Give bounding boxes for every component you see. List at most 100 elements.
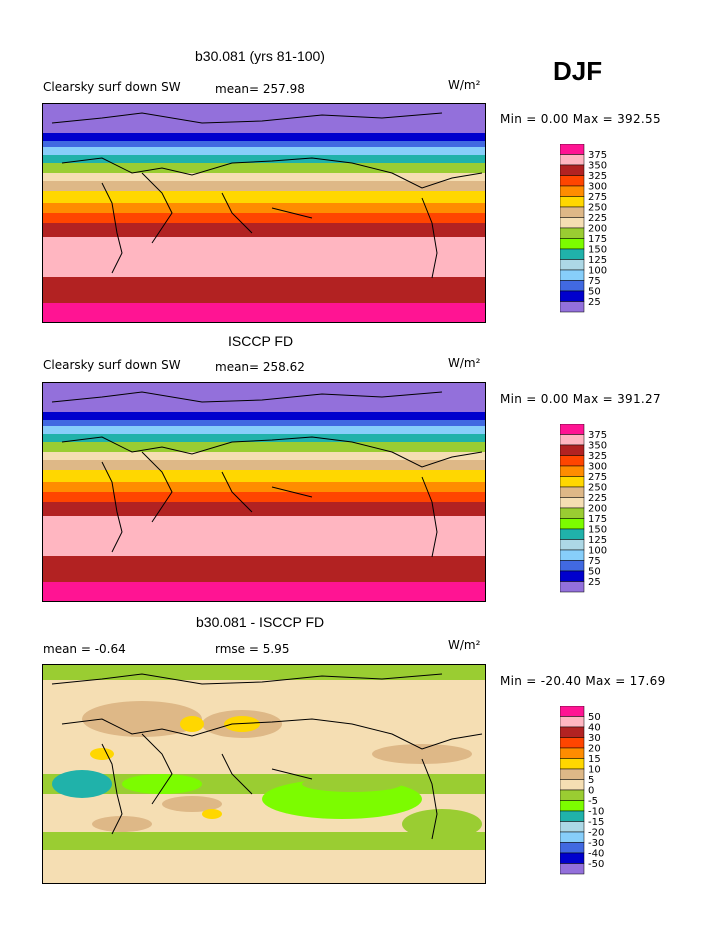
legend-swatch: [560, 269, 585, 281]
legend-swatch: [560, 560, 585, 572]
legend-level-label: 200: [588, 224, 607, 235]
legend-swatch: [560, 144, 585, 155]
legend-swatch: [560, 570, 585, 582]
panel3-mean: mean = -0.64: [43, 642, 126, 656]
legend-level-label: -50: [588, 859, 604, 870]
panel1-stats: Min = 0.00 Max = 392.55: [500, 112, 661, 126]
legend-swatch: [560, 196, 585, 208]
legend-level-label: 20: [588, 744, 601, 755]
legend-swatch: [560, 465, 585, 477]
legend-swatch: [560, 810, 585, 822]
legend-swatch: [560, 539, 585, 551]
legend-level-label: 75: [588, 276, 601, 287]
legend-level-label: 375: [588, 430, 607, 441]
legend-level-label: 10: [588, 765, 601, 776]
legend-level-label: 5: [588, 775, 594, 786]
legend-level-label: 325: [588, 451, 607, 462]
legend-swatch: [560, 434, 585, 446]
panel2-stats: Min = 0.00 Max = 391.27: [500, 392, 661, 406]
panel3-stats: Min = -20.40 Max = 17.69: [500, 674, 666, 688]
panel1-mean: mean= 257.98: [215, 82, 305, 96]
panel3-units: W/m²: [448, 638, 481, 652]
panel3-title: b30.081 - ISCCP FD: [196, 614, 325, 630]
legend-swatch: [560, 507, 585, 519]
legend-swatch: [560, 758, 585, 770]
legend-swatch: [560, 842, 585, 854]
legend-swatch: [560, 486, 585, 498]
legend-level-label: 125: [588, 535, 607, 546]
legend-swatch: [560, 280, 585, 292]
legend-swatch: [560, 248, 585, 260]
legend-swatch: [560, 497, 585, 509]
legend-level-label: 175: [588, 514, 607, 525]
legend-level-label: 50: [588, 712, 601, 723]
season-label: DJF: [553, 56, 603, 86]
panel1-field-label: Clearsky surf down SW: [43, 80, 181, 94]
panel1-coastlines: [51, 112, 483, 279]
legend-swatch: [560, 581, 585, 593]
panel2-contour-bands: [42, 382, 486, 602]
legend-level-label: -10: [588, 807, 604, 818]
legend-level-label: 125: [588, 255, 607, 266]
legend-level-label: 250: [588, 203, 607, 214]
panel2-units: W/m²: [448, 356, 481, 370]
legend-swatch: [560, 821, 585, 833]
panel1-map: [42, 103, 486, 323]
legend-level-label: 225: [588, 213, 607, 224]
legend-level-label: 225: [588, 493, 607, 504]
legend-level-label: 0: [588, 786, 594, 797]
legend-swatch: [560, 238, 585, 250]
legend-swatch: [560, 528, 585, 540]
legend-level-label: -5: [588, 796, 598, 807]
legend-swatch: [560, 227, 585, 239]
legend-level-label: 25: [588, 577, 601, 588]
legend-swatch: [560, 154, 585, 166]
legend-swatch: [560, 789, 585, 801]
legend-level-label: 150: [588, 525, 607, 536]
legend-level-label: 200: [588, 504, 607, 515]
legend-level-label: 175: [588, 234, 607, 245]
legend-swatch: [560, 747, 585, 759]
legend-level-label: 75: [588, 556, 601, 567]
legend-level-label: 300: [588, 182, 607, 193]
legend-swatch: [560, 863, 585, 875]
panel1-contour-bands: [42, 103, 486, 323]
legend-level-label: 40: [588, 723, 601, 734]
panel2-coastlines: [51, 391, 483, 558]
legend-level-label: 350: [588, 161, 607, 172]
legend-swatch: [560, 476, 585, 488]
legend-swatch: [560, 768, 585, 780]
legend-swatch: [560, 290, 585, 302]
legend-swatch: [560, 206, 585, 218]
legend-swatch: [560, 455, 585, 467]
legend-swatch: [560, 737, 585, 749]
legend-swatch: [560, 706, 585, 717]
legend-level-label: -20: [588, 828, 604, 839]
panel1-title: b30.081 (yrs 81-100): [195, 48, 325, 64]
legend-swatch: [560, 779, 585, 791]
legend-level-label: 300: [588, 462, 607, 473]
legend-level-label: -40: [588, 849, 604, 860]
panel2-legend: 3753503253002752502252001751501251007550…: [560, 424, 607, 593]
legend-level-label: 250: [588, 483, 607, 494]
legend-swatch: [560, 185, 585, 197]
legend-swatch: [560, 549, 585, 561]
legend-level-label: 25: [588, 297, 601, 308]
legend-swatch: [560, 518, 585, 530]
panel1-legend: 3753503253002752502252001751501251007550…: [560, 144, 607, 313]
panel3-coastlines: [51, 673, 483, 840]
legend-swatch: [560, 175, 585, 187]
legend-swatch: [560, 726, 585, 738]
legend-swatch: [560, 301, 585, 313]
legend-swatch: [560, 217, 585, 229]
legend-swatch: [560, 716, 585, 728]
panel2-map: [42, 382, 486, 602]
panel2-field-label: Clearsky surf down SW: [43, 358, 181, 372]
panel2-title: ISCCP FD: [228, 333, 294, 349]
legend-level-label: 100: [588, 266, 607, 277]
legend-swatch: [560, 259, 585, 271]
legend-swatch: [560, 800, 585, 812]
legend-level-label: -15: [588, 817, 604, 828]
panel1-units: W/m²: [448, 78, 481, 92]
